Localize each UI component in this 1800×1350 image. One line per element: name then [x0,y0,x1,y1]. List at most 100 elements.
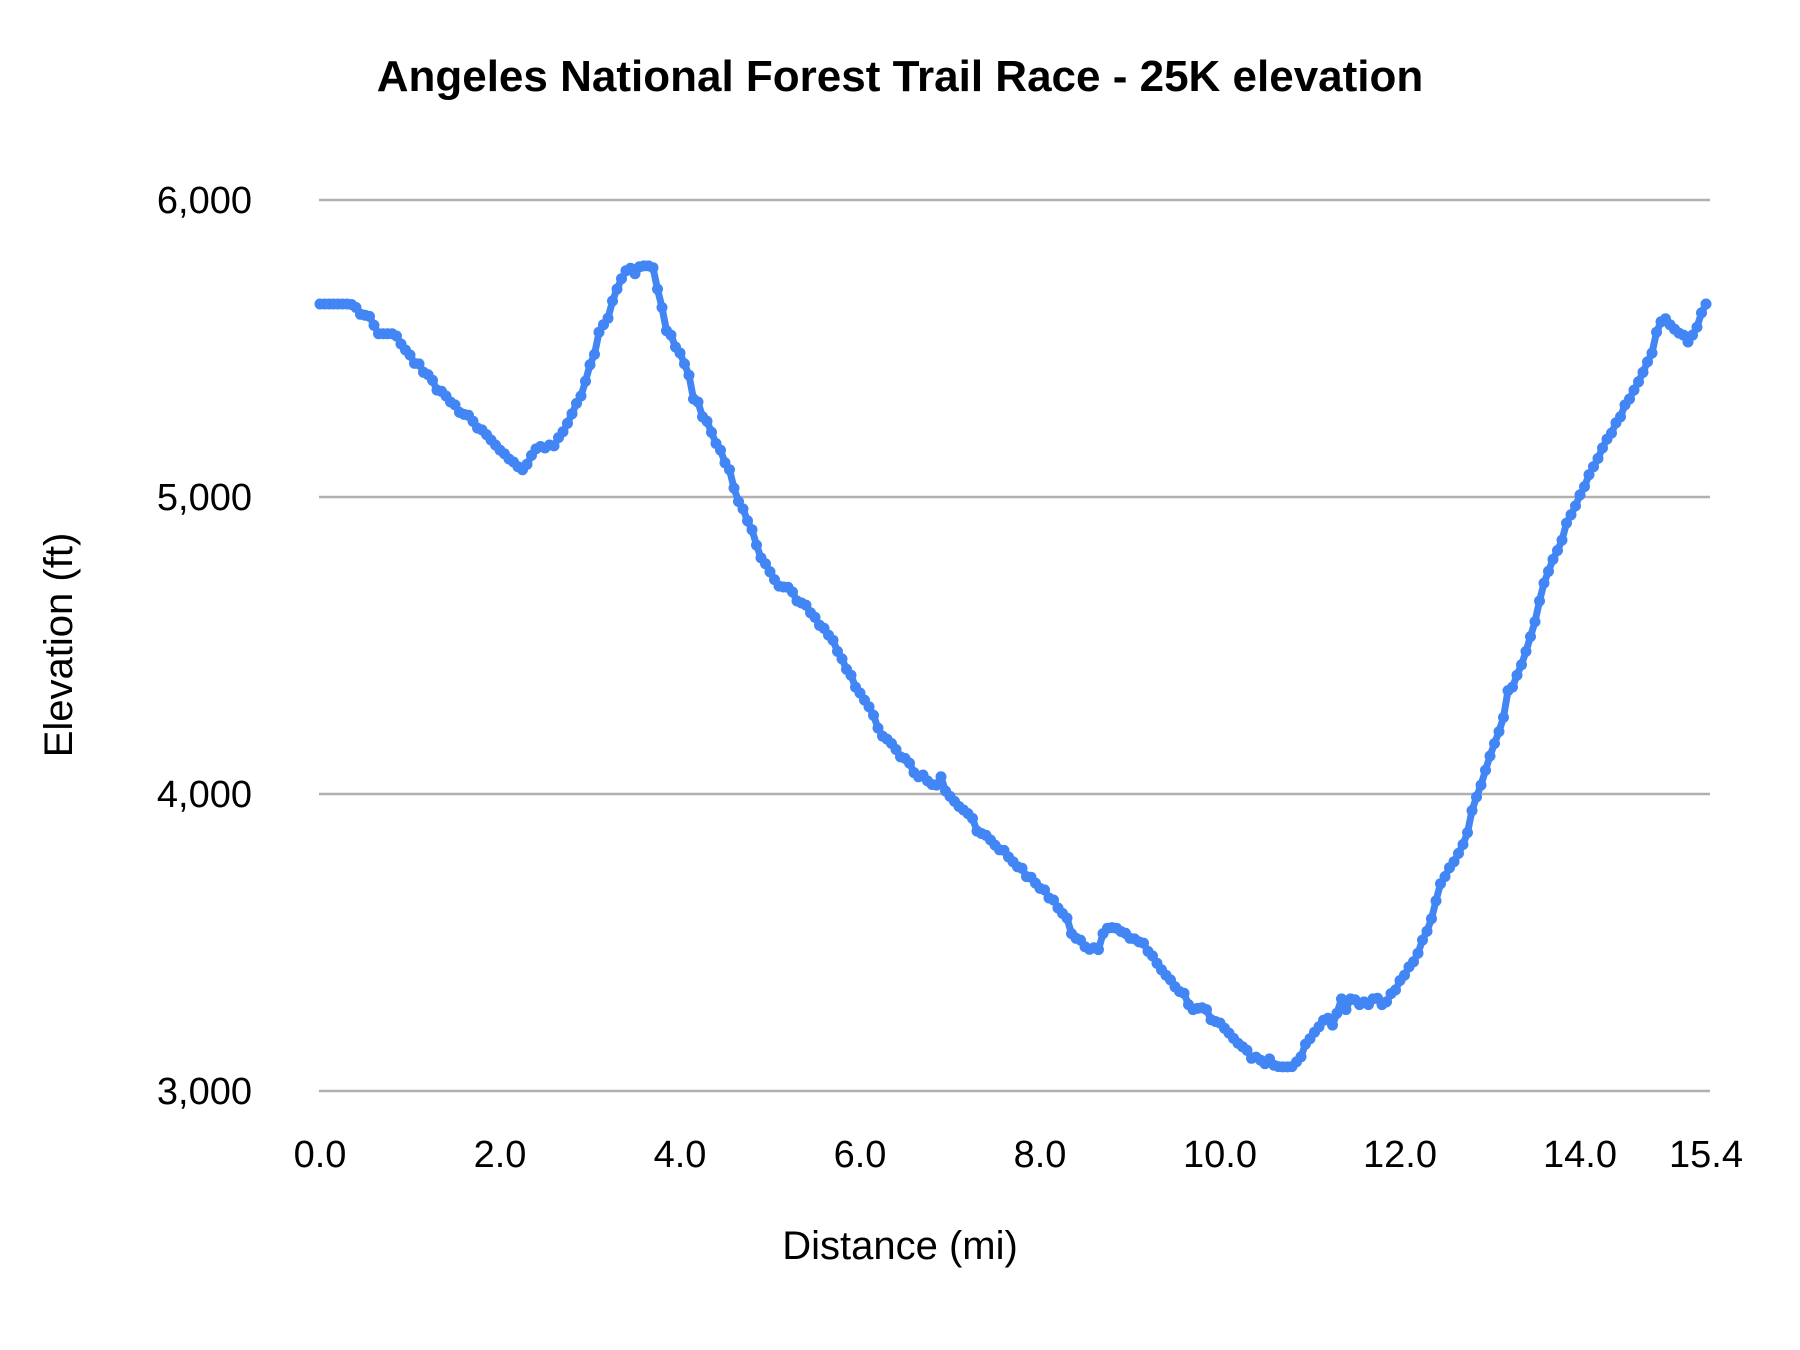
data-point-marker [584,359,596,371]
data-point-marker [1493,726,1505,738]
data-point-marker [706,426,717,438]
data-point-marker [1651,326,1662,338]
data-point-marker [1417,934,1428,946]
data-point-marker [1507,681,1518,693]
data-point-marker [1637,366,1649,378]
data-point-marker [1327,1019,1338,1031]
data-point-marker [1561,517,1572,529]
data-point-marker [1565,509,1577,521]
data-point-marker [1489,738,1500,749]
data-point-marker [1016,862,1028,874]
data-point-marker [724,464,735,476]
data-point-marker [1061,912,1073,924]
data-point-marker [1570,500,1581,512]
data-point-marker [1687,329,1698,341]
data-point-marker [845,669,857,681]
data-point-marker [1439,871,1451,883]
data-point-marker [665,329,677,341]
data-point-marker [589,348,600,360]
data-point-marker [1529,616,1541,628]
data-point-marker [1480,764,1491,776]
elevation-line [316,262,1710,1071]
data-point-marker [683,369,695,381]
data-point-marker [1552,545,1563,556]
y-axis-title: Elevation (ft) [37,533,81,758]
data-point-marker [1448,856,1460,868]
data-point-marker [1525,631,1536,643]
x-tick-label: 0.0 [294,1134,347,1176]
data-point-marker [427,374,438,386]
y-tick-label: 6,000 [157,180,252,222]
x-tick-label: 15.4 [1669,1134,1743,1176]
data-point-marker [701,415,713,427]
data-point-marker [1642,356,1653,368]
data-point-marker [1543,565,1554,577]
data-point-marker [1556,534,1568,546]
data-point-marker [1039,884,1050,896]
data-point-marker [1408,956,1419,968]
data-point-marker [1628,384,1640,396]
data-point-marker [872,722,884,734]
data-point-marker [1588,461,1599,473]
data-point-marker [746,524,758,536]
data-point-marker [1178,987,1190,999]
data-point-marker [1430,895,1442,907]
y-tick-label: 5,000 [157,477,252,519]
data-point-marker [737,503,749,515]
data-point-marker [751,539,762,551]
data-point-marker [1201,1004,1212,1016]
data-point-marker [827,634,839,646]
data-point-marker [391,330,402,342]
data-point-marker [674,347,686,359]
data-point-marker [679,358,690,370]
data-point-marker [580,375,591,387]
gridlines [319,198,1710,1093]
x-axis-title: Distance (mi) [782,1224,1018,1268]
data-point-marker [1331,1007,1343,1019]
data-point-marker [1534,595,1545,607]
data-point-marker [413,358,425,370]
data-point-marker [602,312,614,324]
data-point-marker [1399,969,1410,981]
data-point-marker [1484,750,1496,762]
data-point-marker [1340,1004,1352,1016]
elevation-series [314,260,1712,1073]
data-point-marker [1336,993,1347,1005]
data-point-marker [1691,321,1703,333]
data-point-marker [1048,894,1059,906]
data-point-marker [1633,376,1644,388]
data-point-marker [1457,839,1469,850]
data-point-marker [1547,553,1559,565]
y-axis-tick-labels: 3,000 4,000 5,000 6,000 [157,180,252,1113]
data-point-marker [575,390,587,402]
data-point-marker [715,444,726,456]
data-point-marker [1538,577,1550,589]
data-point-marker [1696,307,1707,319]
data-point-marker [1390,984,1401,996]
data-point-marker [1426,913,1437,925]
data-point-marker [647,262,659,274]
data-point-marker [760,558,771,570]
data-point-marker [1597,442,1608,454]
data-point-marker [935,771,947,783]
data-point-marker [1583,469,1595,481]
data-point-marker [692,396,704,408]
data-point-marker [836,653,848,665]
data-point-marker [1574,489,1586,501]
data-point-marker [656,302,668,313]
data-point-marker [1138,937,1149,949]
data-point-marker [931,779,942,791]
data-point-marker [652,283,663,295]
y-tick-label: 3,000 [157,1071,252,1113]
data-point-marker [787,586,798,598]
data-point-marker [967,812,978,824]
data-point-marker [548,440,560,452]
data-point-marker [1646,347,1658,359]
data-point-marker [1381,996,1392,1008]
data-point-marker [1453,847,1464,859]
data-point-marker [1421,925,1433,937]
data-point-marker [1592,452,1604,464]
data-point-marker [1466,805,1478,817]
